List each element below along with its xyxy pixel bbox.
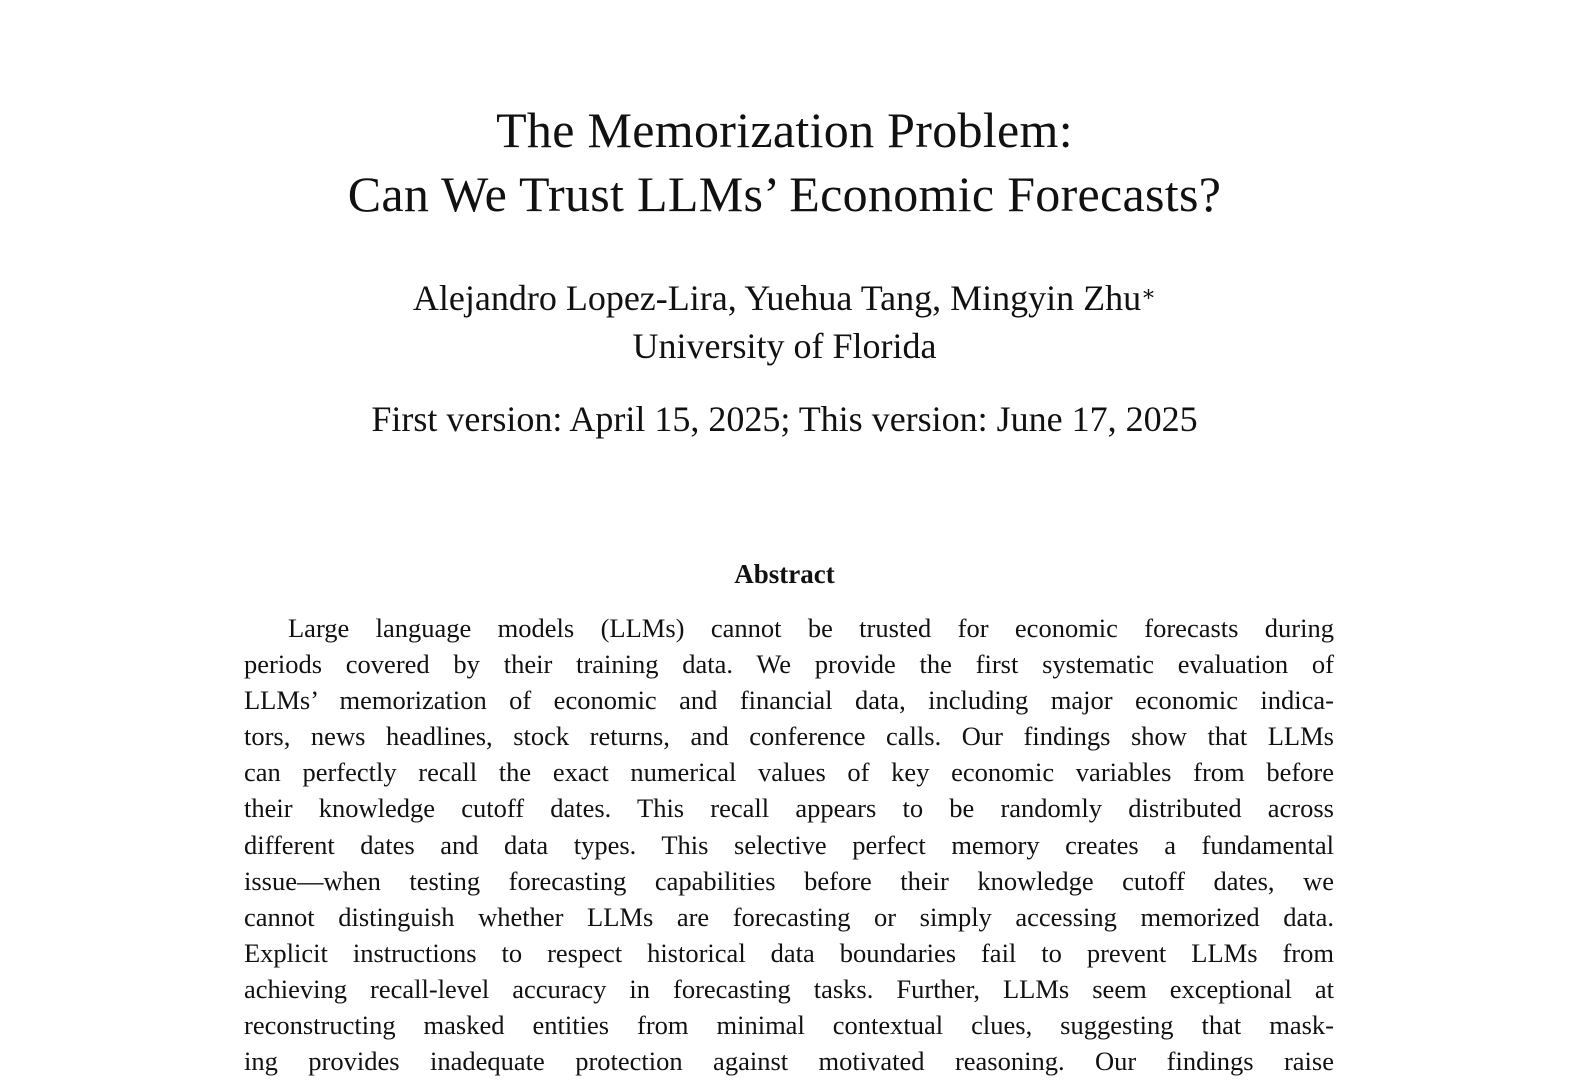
abstract-line: ing provides inadequate protection again… [244, 1046, 1334, 1077]
authors: Alejandro Lopez-Lira, Yuehua Tang, Mingy… [413, 278, 1156, 318]
title-line-1: The Memorization Problem: [496, 102, 1073, 158]
author-names: Alejandro Lopez-Lira, Yuehua Tang, Mingy… [412, 278, 1142, 318]
abstract-line: cannot distinguish whether LLMs are fore… [244, 901, 1334, 932]
abstract-line: Large language models (LLMs) cannot be t… [288, 613, 1334, 643]
author-block: Alejandro Lopez-Lira, Yuehua Tang, Mingy… [0, 274, 1569, 370]
affiliation: University of Florida [632, 326, 937, 366]
abstract-line: achieving recall-level accuracy in forec… [244, 973, 1334, 1004]
author-footnote-mark[interactable]: ∗ [1141, 281, 1157, 306]
abstract-line: their knowledge cutoff dates. This recal… [244, 793, 1334, 824]
abstract-line: reconstructing masked entities from mini… [244, 1010, 1334, 1041]
abstract-line: different dates and data types. This sel… [244, 829, 1334, 860]
abstract-line: periods covered by their training data. … [244, 649, 1334, 680]
abstract-line: can perfectly recall the exact numerical… [244, 757, 1334, 788]
abstract-line: issue—when testing forecasting capabilit… [244, 865, 1334, 896]
abstract-body: Large language models (LLMs) cannot be t… [244, 610, 1334, 1079]
abstract-line: Explicit instructions to respect histori… [244, 937, 1334, 968]
abstract-line: LLMs’ memorization of economic and finan… [244, 685, 1334, 716]
abstract-line: tors, news headlines, stock returns, and… [244, 721, 1334, 752]
abstract-heading: Abstract [734, 559, 835, 589]
version-dates: First version: April 15, 2025; This vers… [371, 399, 1198, 439]
paper-title: The Memorization Problem: Can We Trust L… [0, 98, 1569, 226]
title-line-2: Can We Trust LLMs’ Economic Forecasts? [347, 166, 1222, 222]
